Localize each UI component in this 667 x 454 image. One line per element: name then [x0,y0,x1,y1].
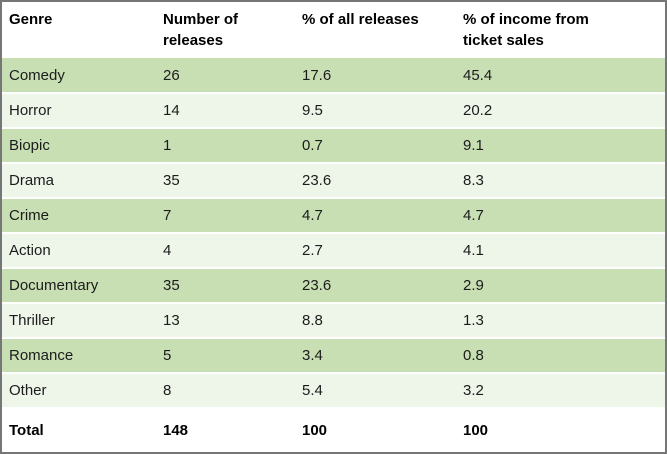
total-pct-income: 100 [463,408,665,452]
header-genre: Genre [2,2,163,58]
cell-releases: 7 [163,198,302,234]
table-row: Drama 35 23.6 8.3 [2,163,665,199]
cell-releases: 14 [163,93,302,129]
cell-genre: Drama [2,163,163,199]
cell-pct-income: 45.4 [463,58,665,94]
cell-releases: 5 [163,338,302,374]
table-row: Biopic 1 0.7 9.1 [2,128,665,164]
table-row: Crime 7 4.7 4.7 [2,198,665,234]
cell-pct-income: 20.2 [463,93,665,129]
total-pct-releases: 100 [302,408,463,452]
cell-pct-income: 4.7 [463,198,665,234]
cell-pct-releases: 2.7 [302,233,463,269]
cell-pct-income: 3.2 [463,373,665,409]
cell-releases: 4 [163,233,302,269]
cell-pct-income: 8.3 [463,163,665,199]
header-releases: Number of releases [163,2,302,58]
cell-pct-releases: 3.4 [302,338,463,374]
cell-genre: Biopic [2,128,163,164]
table-body: Comedy 26 17.6 45.4 Horror 14 9.5 20.2 B… [2,58,665,409]
cell-pct-income: 2.9 [463,268,665,304]
cell-pct-income: 4.1 [463,233,665,269]
header-pct-releases: % of all releases [302,2,463,58]
total-releases: 148 [163,408,302,452]
cell-pct-income: 0.8 [463,338,665,374]
table-row: Documentary 35 23.6 2.9 [2,268,665,304]
cell-pct-releases: 9.5 [302,93,463,129]
cell-releases: 35 [163,163,302,199]
table-row: Comedy 26 17.6 45.4 [2,58,665,94]
table-row: Other 8 5.4 3.2 [2,373,665,409]
cell-genre: Documentary [2,268,163,304]
cell-pct-releases: 23.6 [302,268,463,304]
cell-pct-releases: 0.7 [302,128,463,164]
total-label: Total [2,408,163,452]
table-row: Thriller 13 8.8 1.3 [2,303,665,339]
header-pct-income: % of income from ticket sales [463,2,665,58]
cell-genre: Thriller [2,303,163,339]
cell-genre: Crime [2,198,163,234]
cell-releases: 35 [163,268,302,304]
cell-releases: 1 [163,128,302,164]
cell-pct-income: 9.1 [463,128,665,164]
cell-releases: 13 [163,303,302,339]
cell-genre: Romance [2,338,163,374]
table-row: Action 4 2.7 4.1 [2,233,665,269]
header-row: Genre Number of releases % of all releas… [2,2,665,58]
table-header: Genre Number of releases % of all releas… [2,2,665,58]
cell-pct-releases: 23.6 [302,163,463,199]
total-row: Total 148 100 100 [2,408,665,452]
cell-pct-releases: 4.7 [302,198,463,234]
table-row: Romance 5 3.4 0.8 [2,338,665,374]
cell-pct-income: 1.3 [463,303,665,339]
table-footer: Total 148 100 100 [2,408,665,452]
table-row: Horror 14 9.5 20.2 [2,93,665,129]
cell-releases: 8 [163,373,302,409]
cell-pct-releases: 5.4 [302,373,463,409]
cell-genre: Action [2,233,163,269]
cell-releases: 26 [163,58,302,94]
cell-genre: Horror [2,93,163,129]
cell-genre: Comedy [2,58,163,94]
cell-genre: Other [2,373,163,409]
cell-pct-releases: 17.6 [302,58,463,94]
cell-pct-releases: 8.8 [302,303,463,339]
